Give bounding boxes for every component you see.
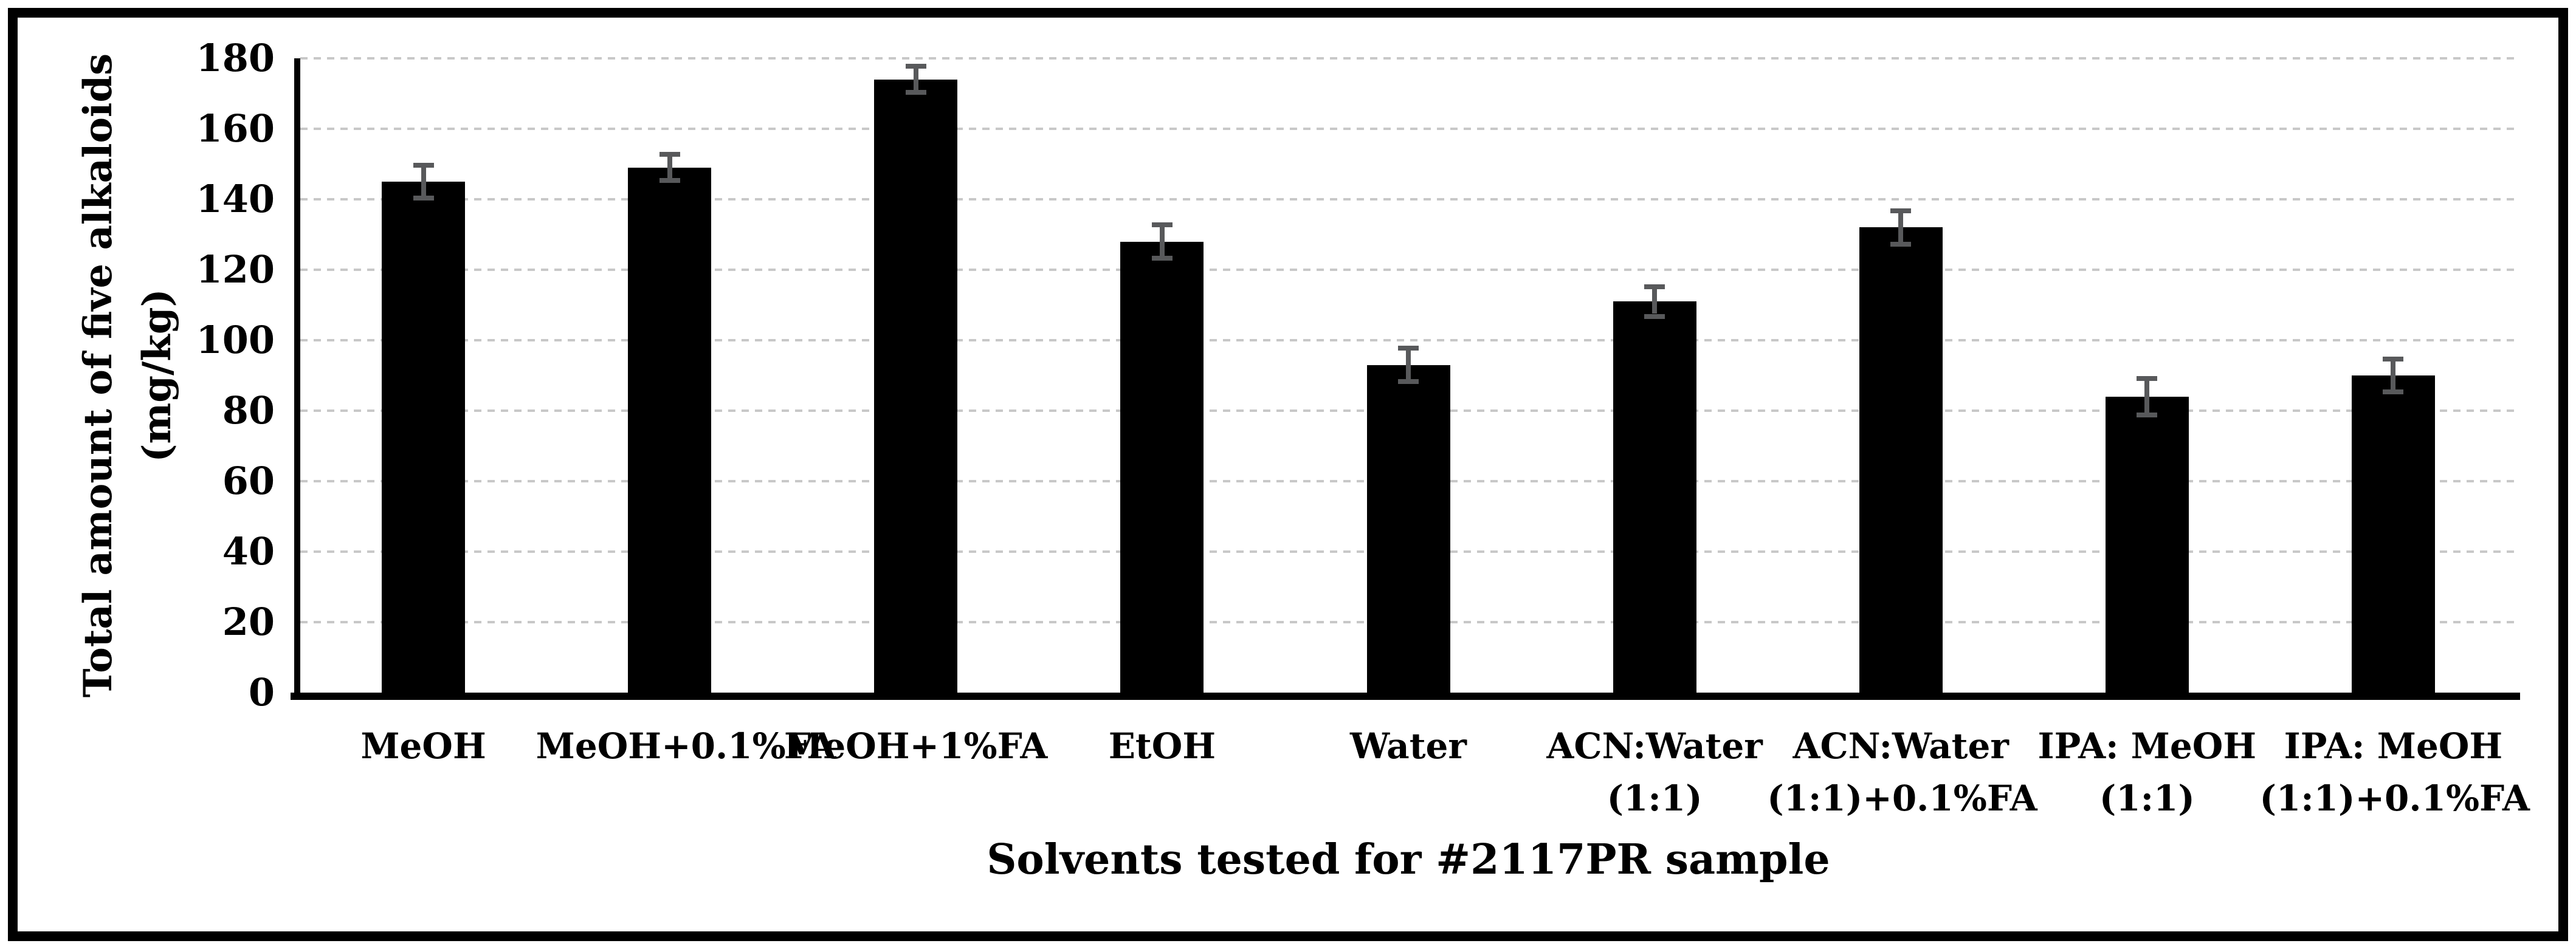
error-bar-whisker [1159,227,1165,256]
error-bar-whisker [913,69,918,91]
gridline-180 [300,57,2516,60]
gridline-120 [300,269,2516,271]
y-tick-label-0: 0 [248,670,275,714]
error-bar-cap-bottom [2137,412,2158,417]
bar-1 [382,182,466,693]
x-category-label-5: Water [1350,725,1467,767]
error-bar-whisker [2144,380,2150,413]
y-tick-label-40: 40 [222,529,275,574]
error-bar-cap-top [2137,375,2158,381]
bar-6 [1613,301,1696,693]
y-tick-label-180: 180 [196,36,275,80]
error-bar-cap-bottom [905,90,926,95]
y-tick-label-20: 20 [222,600,275,644]
gridline-100 [300,339,2516,341]
chart-frame [8,8,2568,941]
x-axis-line [291,693,2520,700]
error-bar-whisker [667,157,672,179]
bar-8 [2105,396,2189,693]
bar-3 [874,79,958,693]
x-category-label-1: MeOH [360,725,486,767]
error-bar-cap-bottom [1644,313,1665,319]
y-tick-label-80: 80 [222,388,275,433]
y-tick-label-160: 160 [196,106,275,151]
error-bar-cap-bottom [659,178,680,183]
error-bar-cap-bottom [1890,241,1912,247]
error-bar-whisker [1898,213,1904,242]
error-bar-cap-top [2383,356,2404,361]
error-bar-whisker [1406,351,1411,379]
error-bar-whisker [421,167,426,196]
error-bar-whisker [1652,289,1658,314]
y-tick-label-100: 100 [196,318,275,362]
y-tick-label-60: 60 [222,459,275,503]
error-bar-cap-top [1890,208,1912,214]
bar-2 [628,167,712,693]
error-bar-cap-top [1398,346,1419,351]
x-category-label-9: IPA: MeOH (1:1)+0.1%FA [2259,725,2530,819]
error-bar-cap-bottom [413,196,434,201]
error-bar-cap-top [905,64,926,69]
bar-4 [1120,241,1204,693]
plot-area [300,57,2516,693]
bar-9 [2351,375,2435,693]
error-bar-cap-top [659,152,680,157]
error-bar-cap-top [413,162,434,168]
error-bar-whisker [2391,361,2396,390]
x-category-label-6: ACN:Water (1:1) [1546,725,1763,819]
gridline-140 [300,198,2516,200]
x-category-label-8: IPA: MeOH (1:1) [2037,725,2257,819]
y-tick-label-140: 140 [196,177,275,221]
error-bar-cap-top [1151,222,1173,228]
x-category-label-2: MeOH+0.1%FA [536,725,836,767]
y-axis-line [294,58,300,700]
gridline-160 [300,128,2516,130]
x-category-label-7: ACN:Water (1:1)+0.1%FA [1767,725,2037,819]
bar-7 [1859,227,1943,693]
error-bar-cap-bottom [1398,379,1419,384]
bar-5 [1366,365,1450,693]
x-category-label-3: MeOH+1%FA [784,725,1048,767]
error-bar-cap-bottom [1151,255,1173,261]
y-tick-label-120: 120 [196,247,275,292]
x-category-label-4: EtOH [1108,725,1216,767]
error-bar-cap-bottom [2383,389,2404,395]
error-bar-cap-top [1644,284,1665,289]
x-axis-title: Solvents tested for #2117PR sample [987,835,1830,884]
